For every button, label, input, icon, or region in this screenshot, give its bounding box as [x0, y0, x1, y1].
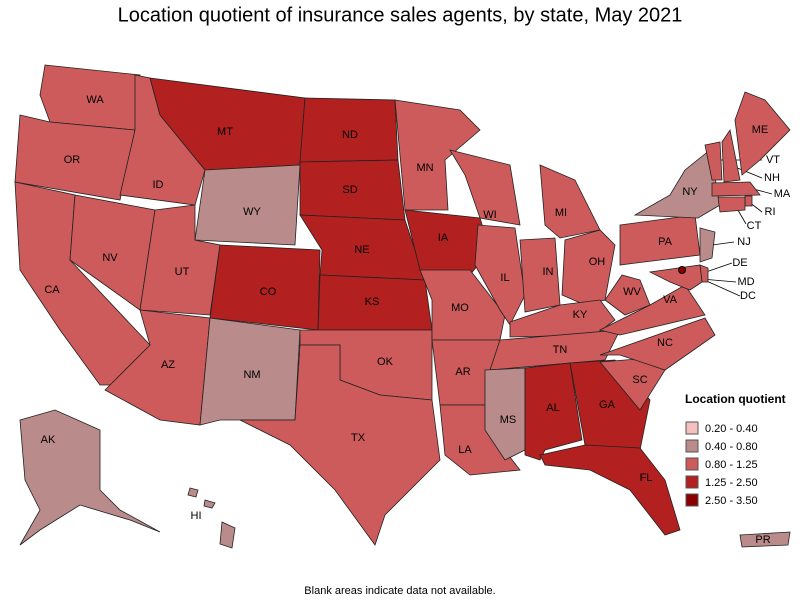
state-label: SD	[342, 184, 357, 196]
state-label: KY	[573, 309, 588, 321]
footnote: Blank areas indicate data not available.	[304, 585, 495, 597]
state-label: AZ	[161, 359, 175, 371]
state-label: FL	[640, 472, 653, 484]
state-label: AL	[546, 402, 559, 414]
state-label: GA	[599, 399, 616, 411]
state-label: VA	[663, 294, 678, 306]
state-label: ND	[342, 129, 358, 141]
state-label: AR	[455, 366, 470, 378]
state-label: MN	[416, 162, 433, 174]
state-label: NV	[102, 252, 118, 264]
state-label: MS	[500, 414, 517, 426]
map-title: Location quotient of insurance sales age…	[118, 4, 683, 26]
state-shape	[704, 141, 723, 181]
state-shape	[598, 284, 706, 336]
state-label: IL	[500, 272, 509, 284]
state-label: VT	[766, 154, 780, 166]
state-label: IA	[438, 232, 449, 244]
legend-label: 0.20 - 0.40	[705, 423, 758, 435]
state-shape	[239, 344, 441, 546]
state-shape	[484, 367, 526, 461]
state-label: CA	[44, 284, 60, 296]
legend-swatch	[685, 457, 699, 471]
state-shape	[219, 521, 236, 549]
legend-swatch	[685, 493, 699, 507]
legend-swatch	[685, 421, 699, 435]
state-label: IN	[543, 266, 554, 278]
state-label: MD	[737, 276, 754, 288]
legend-title: Location quotient	[685, 392, 786, 406]
state-shape	[539, 164, 601, 239]
state-label: WI	[483, 209, 496, 221]
state-shape	[699, 227, 716, 263]
state-label: SC	[632, 374, 647, 386]
state-label: MA	[774, 188, 791, 200]
state-shape	[519, 237, 561, 313]
state-shape	[539, 444, 681, 536]
state-shape	[489, 329, 621, 371]
state-shape	[744, 195, 753, 207]
state-shape	[599, 317, 716, 371]
state-shape	[633, 149, 721, 219]
legend-swatch	[685, 475, 699, 489]
state-shape	[19, 409, 161, 546]
state-label: NM	[243, 369, 260, 381]
state-label: MO	[451, 302, 469, 314]
state-label: UT	[175, 266, 190, 278]
state-label: MT	[217, 126, 233, 138]
state-label: KS	[365, 296, 380, 308]
state-shape	[194, 164, 301, 246]
states	[14, 64, 791, 549]
state-shape	[648, 264, 703, 291]
state-shape	[604, 274, 651, 316]
state-label: OH	[589, 256, 606, 268]
legend-label: 0.80 - 1.25	[705, 459, 758, 471]
state-label: ME	[752, 124, 769, 136]
state-label: HI	[191, 510, 202, 522]
state-shape	[203, 499, 216, 509]
state-shape	[721, 128, 741, 183]
state-shape	[734, 91, 791, 176]
state-label: RI	[765, 206, 776, 218]
state-label: WV	[623, 286, 641, 298]
state-label: TN	[553, 344, 568, 356]
legend-label: 0.40 - 0.80	[705, 441, 758, 453]
state-dot	[678, 266, 686, 274]
state-label: CT	[747, 220, 762, 232]
state-label: NJ	[737, 236, 750, 248]
state-label: OR	[64, 154, 81, 166]
state-shape	[509, 299, 616, 338]
legend-label: 1.25 - 2.50	[705, 477, 758, 489]
state-label: AK	[41, 434, 56, 446]
state-shape	[711, 181, 761, 197]
state-label: PA	[658, 236, 673, 248]
state-label: WY	[243, 206, 261, 218]
state-label: PR	[755, 534, 770, 546]
state-label: NH	[764, 172, 780, 184]
state-label: ID	[153, 179, 164, 191]
state-label: LA	[458, 444, 472, 456]
state-label: MI	[555, 207, 567, 219]
state-label: OK	[377, 356, 394, 368]
state-label: CO	[260, 286, 277, 298]
state-shape	[717, 196, 746, 213]
state-label: NC	[657, 337, 673, 349]
state-shape	[449, 149, 521, 226]
state-shape	[739, 531, 791, 548]
state-label: NY	[682, 186, 698, 198]
state-label: NE	[354, 244, 369, 256]
state-label: DC	[740, 290, 756, 302]
state-label: DE	[732, 257, 747, 269]
state-label: WA	[86, 94, 104, 106]
state-shape	[187, 487, 199, 498]
legend-label: 2.50 - 3.50	[705, 495, 758, 507]
state-label: TX	[351, 432, 366, 444]
legend-swatch	[685, 439, 699, 453]
